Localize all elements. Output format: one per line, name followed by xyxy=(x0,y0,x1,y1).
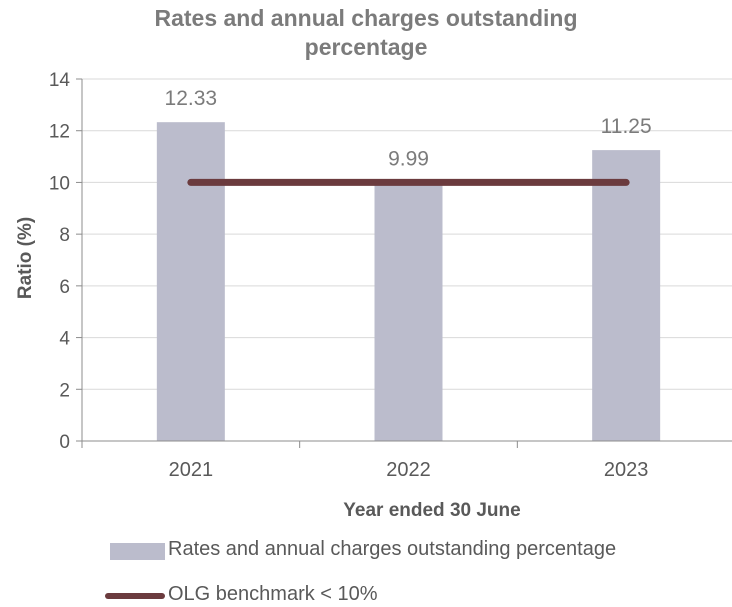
chart-title-line-2: percentage xyxy=(304,34,428,60)
x-tick-label: 2021 xyxy=(169,459,214,481)
x-axis-title: Year ended 30 June xyxy=(343,500,520,521)
legend-label-bars: Rates and annual charges outstanding per… xyxy=(168,538,617,560)
y-tick-label: 8 xyxy=(59,225,70,246)
bars xyxy=(156,122,661,442)
y-tick-label: 4 xyxy=(59,329,70,350)
y-tick-label: 14 xyxy=(49,70,71,91)
x-tick-label: 2023 xyxy=(604,459,649,481)
axes: 0 2 4 6 8 10 12 14 2021 2022 2023 xyxy=(49,70,732,481)
y-axis-title: Ratio (%) xyxy=(15,217,36,299)
chart-title: Rates and annual charges outstanding per… xyxy=(0,4,732,62)
y-tick-label: 10 xyxy=(49,173,70,194)
y-tick-label: 2 xyxy=(59,380,70,401)
y-tick-label: 6 xyxy=(59,277,70,298)
data-labels: 12.33 9.99 11.25 xyxy=(165,87,652,171)
x-tick-label: 2022 xyxy=(386,459,431,481)
bar-2023 xyxy=(592,150,661,441)
y-tick-label: 12 xyxy=(49,122,70,143)
data-label-2023: 11.25 xyxy=(601,115,652,138)
legend-swatch-bars xyxy=(110,543,165,560)
data-label-2021: 12.33 xyxy=(165,87,218,110)
bar-2022 xyxy=(374,182,443,442)
y-tick-label: 0 xyxy=(59,432,70,453)
legend-swatch-benchmark xyxy=(105,593,165,599)
chart-title-line-1: Rates and annual charges outstanding xyxy=(154,5,578,31)
data-label-2022: 9.99 xyxy=(388,148,429,171)
bar-2021 xyxy=(156,122,225,441)
legend-label-benchmark: OLG benchmark < 10% xyxy=(168,583,378,605)
